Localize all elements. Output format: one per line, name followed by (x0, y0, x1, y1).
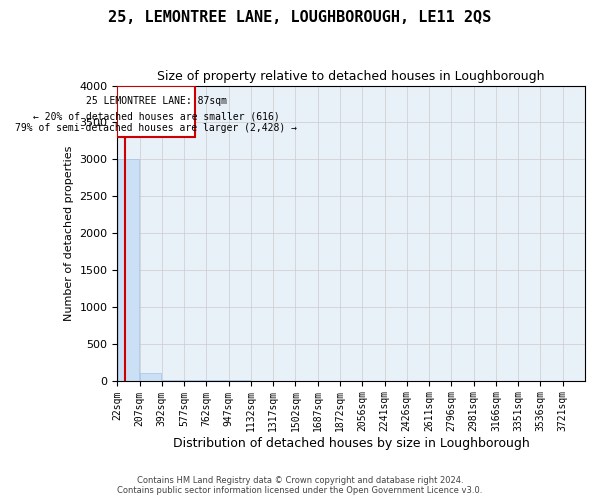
Bar (140, 373, 161, 380)
X-axis label: Distribution of detached houses by size in Loughborough: Distribution of detached houses by size … (173, 437, 530, 450)
Y-axis label: Number of detached properties: Number of detached properties (64, 146, 74, 321)
Bar (118, 160, 139, 380)
FancyBboxPatch shape (117, 86, 195, 137)
Text: 79% of semi-detached houses are larger (2,428) →: 79% of semi-detached houses are larger (… (15, 122, 297, 132)
Title: Size of property relative to detached houses in Loughborough: Size of property relative to detached ho… (157, 70, 545, 83)
Text: 25 LEMONTREE LANE: 87sqm: 25 LEMONTREE LANE: 87sqm (86, 96, 227, 106)
Text: 25, LEMONTREE LANE, LOUGHBOROUGH, LE11 2QS: 25, LEMONTREE LANE, LOUGHBOROUGH, LE11 2… (109, 10, 491, 25)
Text: Contains HM Land Registry data © Crown copyright and database right 2024.
Contai: Contains HM Land Registry data © Crown c… (118, 476, 482, 495)
Text: ← 20% of detached houses are smaller (616): ← 20% of detached houses are smaller (61… (33, 112, 280, 122)
